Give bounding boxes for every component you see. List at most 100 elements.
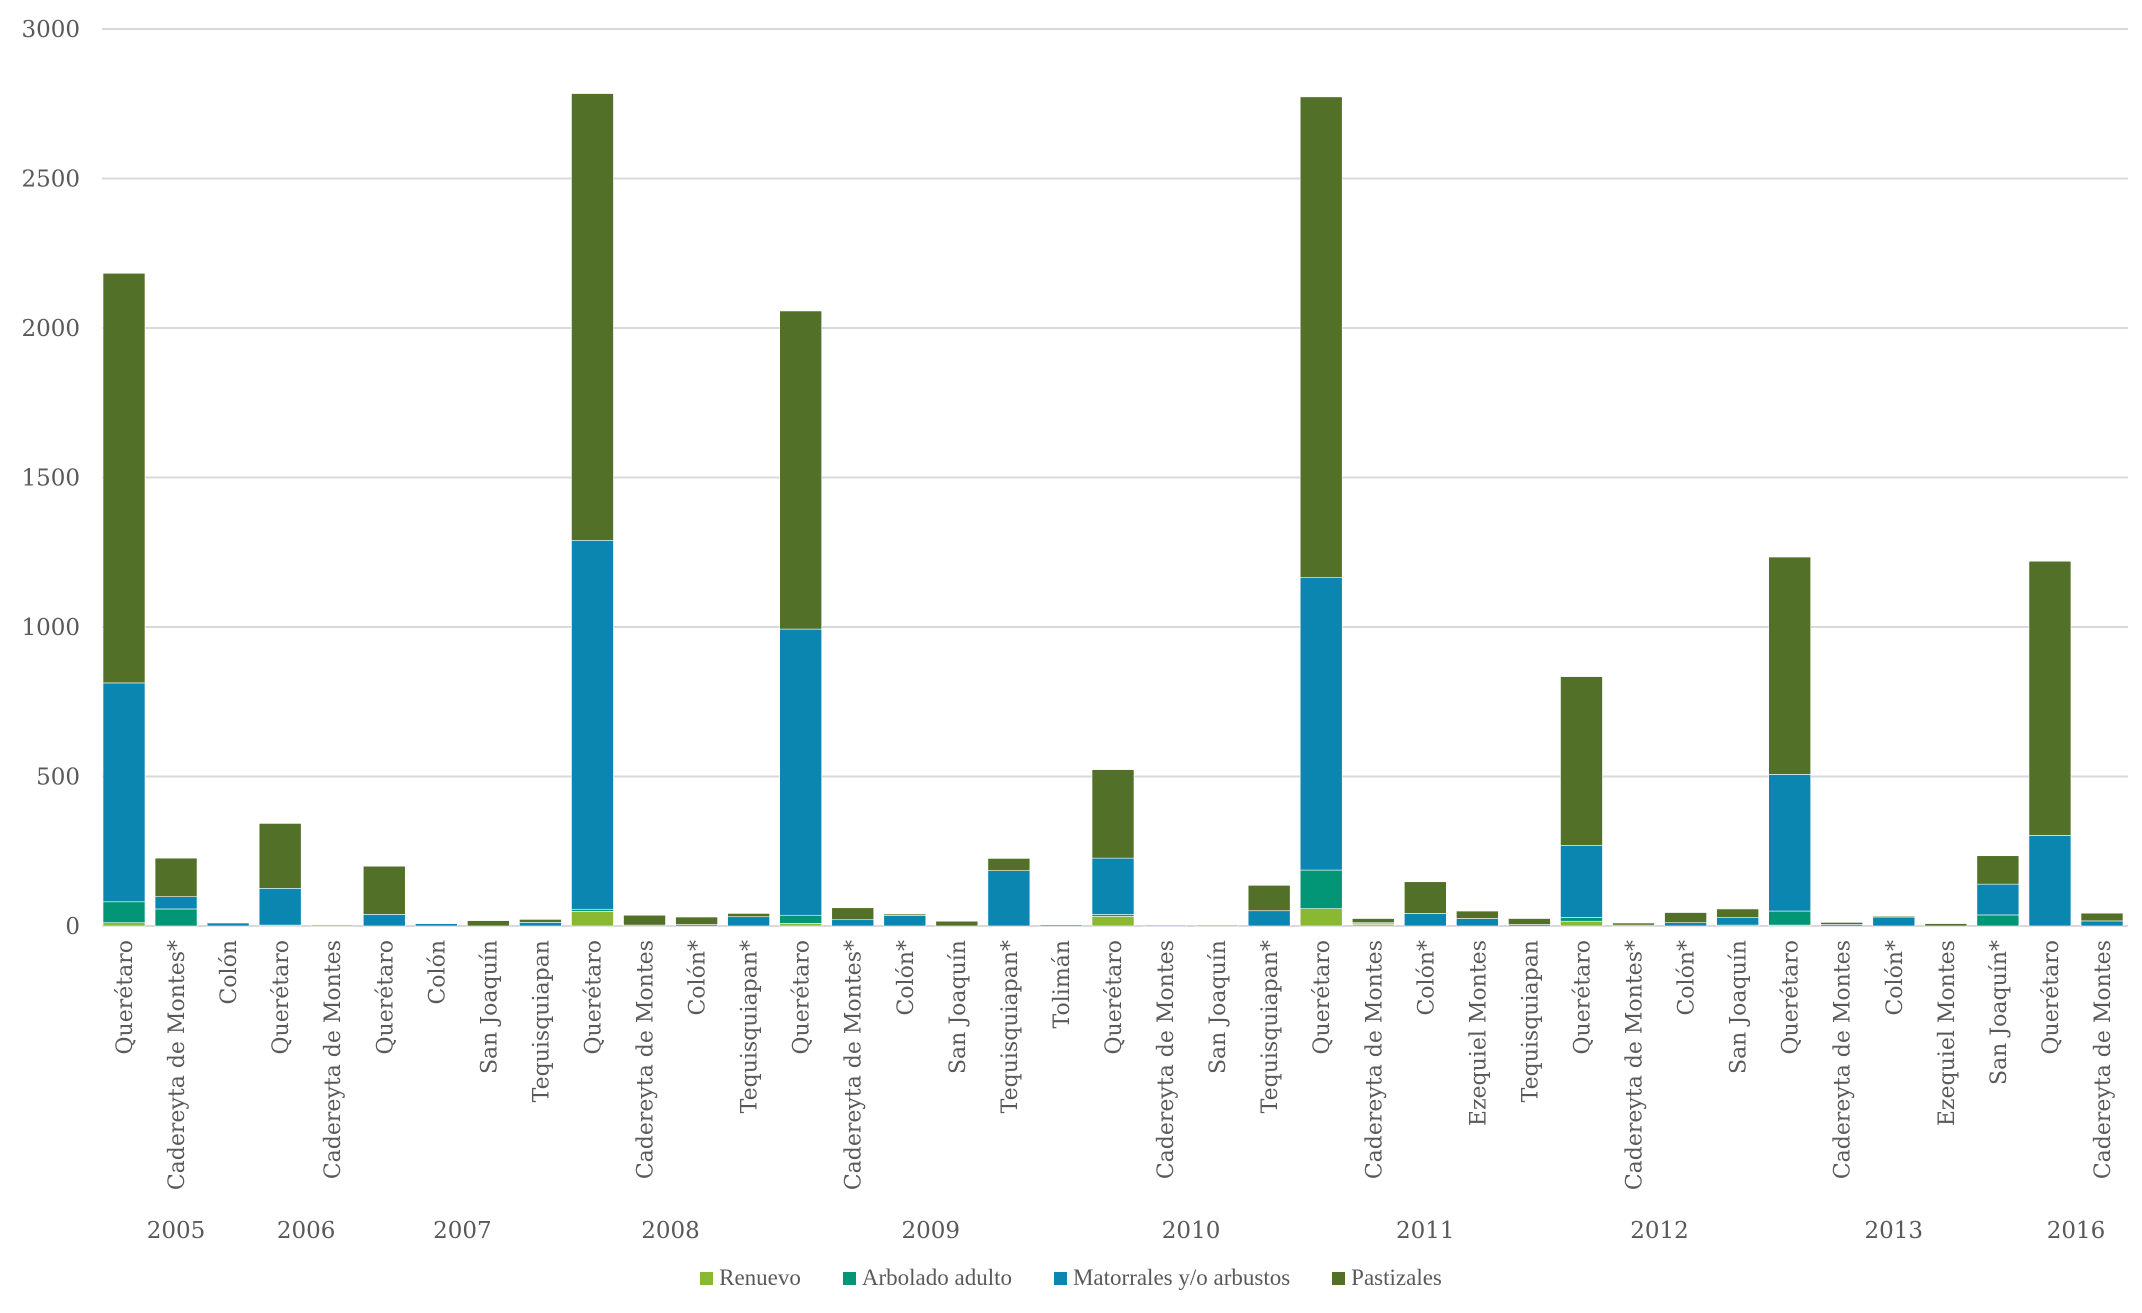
category-label: Cadereyta de Montes* [1623, 940, 1648, 1190]
year-label: 2007 [433, 1218, 492, 1244]
bar-segment-pastizales [102, 272, 146, 684]
bar-stack [1247, 885, 1291, 927]
bar-segment-renuevo [779, 923, 822, 927]
bar-stack [258, 823, 302, 927]
year-label: 2011 [1396, 1218, 1455, 1244]
category-label: Colón* [894, 940, 919, 1016]
bar-segment-pastizales [727, 913, 770, 918]
bar-stack [623, 914, 666, 927]
bar-segment-pastizales [1560, 676, 1603, 846]
category-label: Tolimán [1050, 940, 1075, 1028]
bar-segment-renuevo [1299, 908, 1343, 927]
category-label: San Joaquín [1727, 940, 1752, 1074]
bar-segment-pastizales [831, 907, 875, 921]
legend-item: Matorrales y/o arbustos [1053, 1265, 1290, 1291]
bar-segment-matorrales-y-o-arbustos [1247, 910, 1291, 927]
legend-label: Renuevo [719, 1265, 801, 1290]
bar-stack [1612, 922, 1655, 927]
bar-stack [831, 907, 875, 927]
y-axis-ticks: 0 500 1000 1500 2000 2500 3000 [21, 17, 80, 940]
category-label: Querétaro [581, 940, 606, 1054]
category-label: Colón* [1675, 940, 1700, 1016]
bar-segment-pastizales [258, 823, 302, 889]
bar-stack [1976, 855, 2020, 927]
bar-stack [1351, 918, 1395, 927]
bar-segment-pastizales [1976, 855, 2020, 885]
bar-segment-pastizales [1768, 556, 1811, 775]
category-label: Cadereyta de Montes [1154, 940, 1179, 1179]
bar-segment-matorrales-y-o-arbustos [1768, 774, 1811, 912]
bar-stack [1768, 556, 1811, 927]
bar-segment-arbolado-adulto [1768, 910, 1811, 926]
bar-stack [1664, 912, 1707, 927]
bar-segment-matorrales-y-o-arbustos [1456, 918, 1499, 927]
bar-stack [519, 919, 562, 927]
year-label: 2013 [1865, 1218, 1924, 1244]
bar-segment-pastizales [779, 310, 822, 630]
bar-segment-matorrales-y-o-arbustos [727, 916, 770, 927]
bar-stack [935, 920, 979, 927]
bar-segment-pastizales [1924, 923, 1968, 927]
y-tick-label: 2000 [21, 316, 80, 342]
year-label: 2016 [2047, 1218, 2106, 1244]
y-tick-label: 1500 [21, 466, 80, 492]
category-label: Querétaro [373, 940, 398, 1054]
legend: Renuevo Arbolado adulto Matorrales y/o arb… [0, 1265, 2142, 1291]
legend-item: Renuevo [700, 1265, 801, 1291]
bar-segment-matorrales-y-o-arbustos [362, 914, 406, 927]
bar-stack [1924, 923, 1968, 927]
year-label: 2008 [641, 1218, 700, 1244]
bar-segment-pastizales [935, 920, 979, 927]
bar-segment-matorrales-y-o-arbustos [415, 923, 458, 927]
bar-segment-matorrales-y-o-arbustos [1143, 925, 1187, 927]
bar-segment-pastizales [1404, 881, 1447, 914]
bar-stack [1716, 908, 1759, 927]
bar-segment-pastizales [2028, 560, 2072, 836]
bar-stack [779, 310, 822, 927]
bar-segment-pastizales [883, 913, 927, 916]
bar-segment-pastizales [1612, 922, 1655, 926]
category-label: San Joaquín [946, 940, 971, 1074]
bar-stack [310, 924, 354, 927]
bar-segment-pastizales [1299, 96, 1343, 578]
category-label: Ezequiel Montes [1466, 940, 1491, 1126]
bar-segment-renuevo [1560, 920, 1603, 927]
bar-segment-pastizales [1716, 908, 1759, 918]
y-tick-label: 1000 [21, 615, 80, 641]
bar-segment-pastizales [1820, 922, 1864, 925]
bar-stack [1195, 925, 1239, 927]
bar-stack [727, 913, 770, 927]
bar-segment-arbolado-adulto [1976, 914, 2020, 927]
category-label: Querétaro [790, 940, 815, 1054]
bar-stack [1039, 924, 1083, 927]
bar-segment-renuevo [102, 922, 146, 927]
category-label: Cadereyta de Montes [1831, 940, 1856, 1179]
bars [102, 93, 2124, 927]
bar-stack [2028, 560, 2072, 927]
bar-segment-matorrales-y-o-arbustos [883, 915, 927, 927]
bar-segment-pastizales [675, 916, 718, 925]
bar-segment-pastizales [1351, 918, 1395, 924]
bar-stack [1820, 922, 1864, 927]
bar-stack [362, 865, 406, 927]
bar-segment-matorrales-y-o-arbustos [1664, 922, 1707, 927]
bar-stack [206, 922, 250, 927]
x-axis-labels: Querétaro Cadereyta de Montes* Colón Querét… [113, 940, 2116, 1190]
bar-segment-pastizales [1508, 918, 1551, 925]
category-label: Colón [425, 940, 450, 1005]
bar-segment-pastizales [310, 924, 354, 927]
bar-segment-renuevo [1091, 916, 1135, 927]
bar-segment-pastizales [623, 914, 666, 926]
bar-segment-pastizales [1091, 769, 1135, 859]
bar-stack [2080, 912, 2124, 927]
bar-segment-pastizales [987, 858, 1031, 871]
bar-segment-pastizales [1247, 885, 1291, 912]
category-label: Colón* [686, 940, 711, 1016]
year-label: 2006 [277, 1218, 336, 1244]
bar-segment-matorrales-y-o-arbustos [2080, 920, 2124, 927]
bar-segment-arbolado-adulto [1091, 914, 1135, 917]
legend-label: Pastizales [1351, 1265, 1442, 1290]
category-label: Tequisquiapan* [998, 940, 1023, 1113]
category-label: Colón* [1414, 940, 1439, 1016]
bar-segment-matorrales-y-o-arbustos [831, 919, 875, 927]
